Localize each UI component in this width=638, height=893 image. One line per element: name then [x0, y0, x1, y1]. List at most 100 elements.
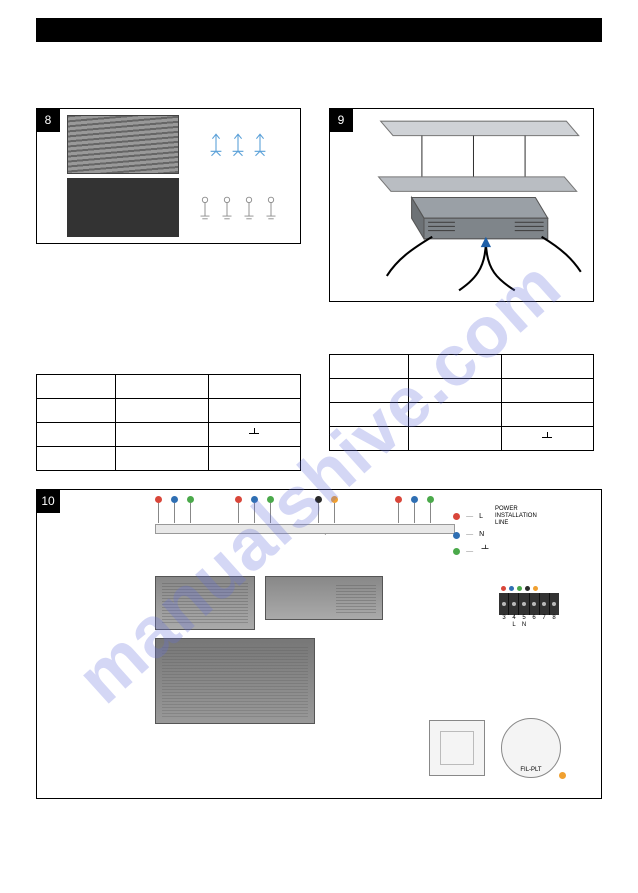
cell-ground	[501, 427, 593, 451]
legend-label: L	[479, 511, 483, 523]
terminal-dot	[395, 496, 402, 503]
cell	[330, 427, 409, 451]
grille-airflow-diagrams-top	[183, 115, 295, 174]
legend-row: —N	[453, 529, 551, 541]
wiring-table-left	[36, 374, 301, 471]
cell	[330, 355, 409, 379]
vane-icon	[262, 194, 280, 222]
terminal-dot	[411, 496, 418, 503]
cell	[37, 447, 116, 471]
figure-9-number: 9	[329, 108, 353, 132]
legend-title: POWER INSTALLATION LINE	[495, 506, 551, 527]
ground-icon	[541, 432, 553, 444]
table-row	[37, 375, 301, 399]
header-bar	[36, 18, 602, 42]
legend-row: —	[453, 543, 551, 560]
dot-icon	[559, 772, 566, 779]
cell	[37, 375, 116, 399]
cell	[501, 379, 593, 403]
table-row	[330, 379, 594, 403]
figure-8-number: 8	[36, 108, 60, 132]
cell	[208, 399, 300, 423]
cell	[208, 375, 300, 399]
cell-ground	[208, 423, 300, 447]
device-unit-b	[265, 576, 383, 620]
mini-terminal-num: 6	[529, 615, 539, 621]
figure-10: 10 L'N'LNVspGNDL'N' —LPOWER INSTALLATION…	[36, 489, 602, 799]
mini-terminal-num: 5	[519, 615, 529, 621]
controller-round-label: FIL-PLT	[520, 767, 541, 773]
figure-row: 8 9	[36, 108, 602, 302]
cell	[37, 423, 116, 447]
mini-terminal-num: 8	[549, 615, 559, 621]
legend-dot	[453, 548, 460, 555]
mini-terminal-num: 3	[499, 615, 509, 621]
legend: —LPOWER INSTALLATION LINE—N—	[453, 506, 551, 562]
figure-8: 8	[36, 108, 301, 244]
table-row	[37, 447, 301, 471]
controller-units: FIL-PLT	[429, 718, 561, 778]
mini-terminal-label: N	[519, 622, 529, 628]
vane-icon	[229, 131, 247, 159]
legend-row: —LPOWER INSTALLATION LINE	[453, 506, 551, 527]
mini-terminal-dot	[501, 586, 506, 591]
terminal-dot	[155, 496, 162, 503]
mini-terminal-dot	[509, 586, 514, 591]
table-row	[330, 403, 594, 427]
wiring-tables	[36, 330, 602, 471]
cell	[409, 403, 501, 427]
controller-square	[429, 720, 485, 776]
ceiling-install-diagram	[360, 115, 587, 301]
cell	[330, 379, 409, 403]
terminal-dot	[235, 496, 242, 503]
mini-terminal-label	[549, 622, 559, 628]
cell	[116, 423, 208, 447]
mini-terminal-dot	[525, 586, 530, 591]
terminal-dot	[251, 496, 258, 503]
vane-icon	[196, 194, 214, 222]
vane-icon	[207, 131, 225, 159]
terminal-dot	[331, 496, 338, 503]
mini-terminal-dot	[533, 586, 538, 591]
table-row	[330, 427, 594, 451]
cell	[330, 403, 409, 427]
mini-terminal: 345678 LN	[499, 586, 559, 628]
figure-9: 9	[329, 108, 594, 302]
terminal-strip-body	[155, 524, 455, 534]
table-row	[37, 423, 301, 447]
cell	[37, 399, 116, 423]
legend-label: N	[479, 529, 484, 541]
cell	[116, 447, 208, 471]
legend-dot	[453, 532, 460, 539]
table-row	[330, 355, 594, 379]
vane-icon	[240, 194, 258, 222]
grille-photo-2	[67, 178, 179, 237]
vane-icon	[218, 194, 236, 222]
terminal-dot	[427, 496, 434, 503]
terminal-dot	[267, 496, 274, 503]
mini-terminal-num: 7	[539, 615, 549, 621]
device-unit-a	[155, 576, 255, 630]
grille-airflow-diagrams-bottom	[183, 178, 295, 237]
terminal-strip: L'N'LNVspGNDL'N'	[155, 502, 475, 548]
cell	[409, 379, 501, 403]
cell	[501, 355, 593, 379]
grille-photo-1	[67, 115, 179, 174]
terminal-dot	[171, 496, 178, 503]
mini-terminal-label	[499, 622, 509, 628]
terminal-dot	[187, 496, 194, 503]
cell	[409, 427, 501, 451]
device-unit-c	[155, 638, 315, 724]
cell	[409, 355, 501, 379]
mini-terminal-dot	[517, 586, 522, 591]
wiring-table-right	[329, 354, 594, 451]
mini-terminal-label	[529, 622, 539, 628]
controller-round: FIL-PLT	[501, 718, 561, 778]
cell	[116, 375, 208, 399]
ground-icon	[248, 428, 260, 440]
vane-icon	[251, 131, 269, 159]
cell	[208, 447, 300, 471]
table-row	[37, 399, 301, 423]
cell	[116, 399, 208, 423]
mini-terminal-label	[539, 622, 549, 628]
